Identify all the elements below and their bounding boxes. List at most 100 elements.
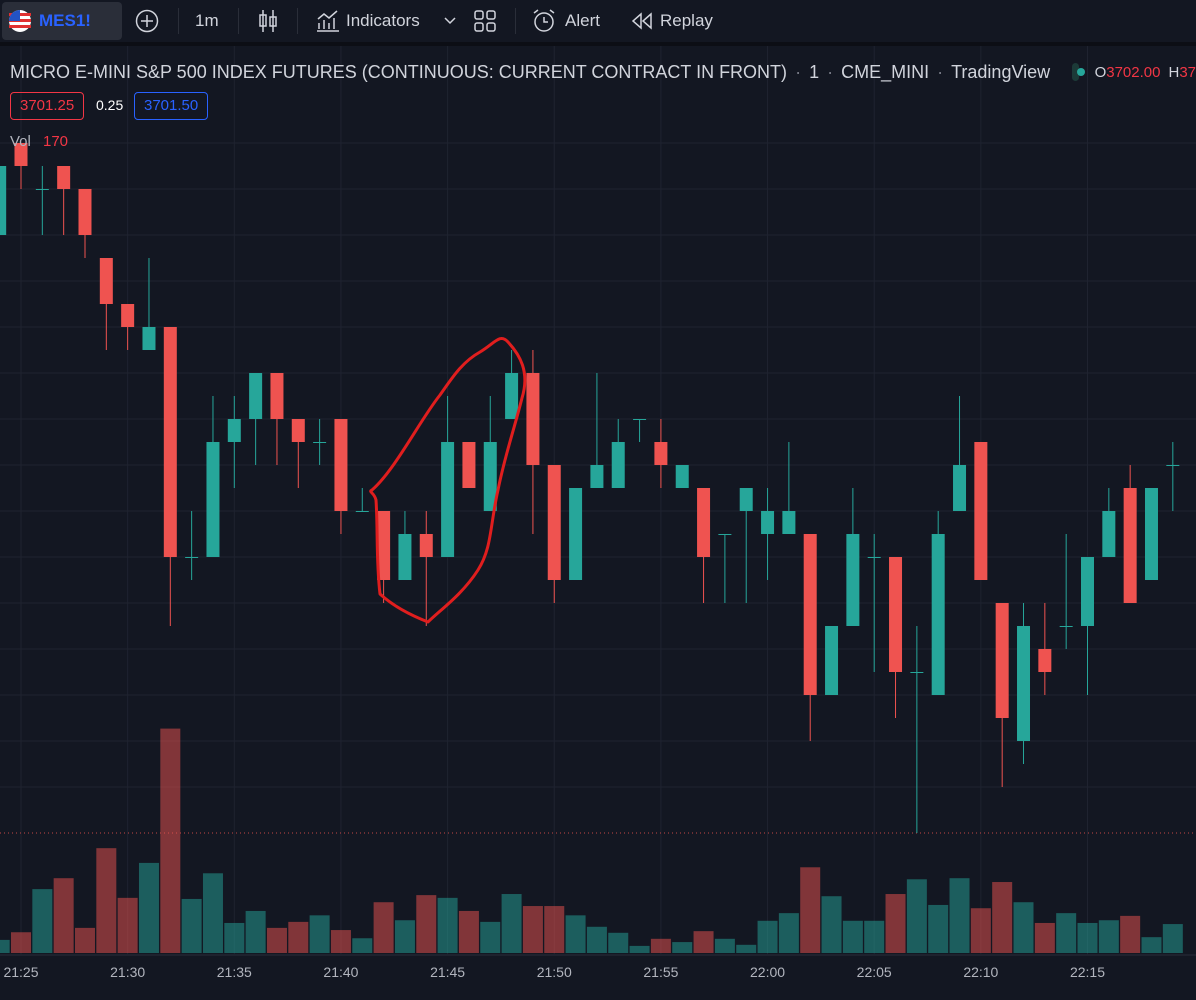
candle-body	[35, 189, 49, 190]
candle-body	[1038, 649, 1052, 672]
x-tick-label: 21:55	[643, 964, 678, 980]
x-tick-label: 21:25	[3, 964, 38, 980]
volume-bar	[224, 922, 245, 953]
replay-icon[interactable]	[630, 11, 654, 31]
candle-body	[14, 143, 28, 166]
candle-body	[611, 442, 625, 488]
buy-price[interactable]: 3701.50	[134, 92, 209, 120]
candle-body	[974, 442, 988, 580]
volume-bar	[11, 932, 31, 953]
symbol[interactable]: MES1!	[39, 11, 91, 30]
volume-bar	[437, 897, 458, 953]
spread: 0.25	[96, 97, 124, 113]
candles	[0, 143, 1180, 833]
volume-bar	[1141, 937, 1162, 953]
volume-value: 170	[43, 133, 69, 150]
high-value: 37	[1179, 63, 1196, 81]
volume-bar	[565, 915, 586, 953]
candle-body	[270, 373, 284, 419]
candle-body	[57, 166, 71, 189]
candle-body	[185, 557, 199, 558]
x-tick-label: 22:05	[857, 964, 892, 980]
market-status[interactable]	[1072, 63, 1086, 81]
legend-line: MICRO E-MINI S&P 500 INDEX FUTURES (CONT…	[10, 60, 1196, 84]
x-tick-label: 21:45	[430, 964, 465, 980]
volume-bar	[885, 894, 906, 953]
high-label: H	[1168, 63, 1180, 81]
layout-icon[interactable]	[474, 10, 496, 32]
volume-bar	[842, 920, 863, 953]
volume-bar	[650, 938, 671, 953]
candle-body	[910, 672, 924, 673]
candle-body	[313, 442, 327, 443]
volume-bar	[586, 926, 607, 953]
replay[interactable]: Replay	[660, 11, 713, 30]
separator-dot: ·	[937, 61, 944, 82]
volume-bar	[1162, 924, 1183, 953]
candle-body	[803, 534, 817, 695]
candle-body	[334, 419, 348, 511]
candle-body	[590, 465, 604, 488]
candle-body	[99, 258, 113, 304]
legend-interval: 1	[809, 61, 820, 82]
candle-body	[419, 534, 433, 557]
chart-type-icon[interactable]	[256, 8, 280, 34]
volume-bar	[672, 942, 693, 953]
volume-bar	[949, 878, 970, 953]
separator	[178, 8, 179, 34]
open-label: O	[1094, 63, 1107, 81]
volume-bar	[352, 938, 373, 953]
interval[interactable]: 1m	[195, 11, 219, 30]
candle-body	[995, 603, 1009, 718]
volume-bar	[245, 910, 266, 953]
alert-icon[interactable]	[531, 8, 557, 34]
candle-body	[121, 304, 135, 327]
sell-price[interactable]: 3701.25	[10, 92, 85, 120]
volume-bar	[53, 878, 74, 953]
candle-body	[78, 189, 92, 235]
volume-bar	[629, 945, 650, 953]
volume-bar	[160, 728, 181, 953]
candle-body	[931, 534, 945, 695]
candle-body	[846, 534, 860, 626]
volume-bar	[864, 920, 885, 953]
volume-label: Vol	[10, 133, 31, 150]
volume-bar	[330, 930, 351, 953]
indicators-icon[interactable]	[315, 9, 341, 33]
candle-body	[782, 511, 796, 534]
volume-bar	[1077, 922, 1098, 953]
volume-bar	[544, 906, 565, 953]
volume-pane	[0, 728, 1183, 953]
volume-bar	[32, 889, 53, 953]
add-symbol-icon[interactable]	[135, 9, 159, 33]
candle-body	[441, 442, 455, 557]
toolbar-border	[0, 42, 1196, 46]
instrument-title: MICRO E-MINI S&P 500 INDEX FUTURES (CONT…	[10, 61, 788, 82]
chevron[interactable]	[443, 15, 457, 27]
flag-icon	[9, 10, 31, 32]
volume-bar	[1013, 902, 1034, 953]
candle-body	[291, 419, 305, 442]
volume-bar	[693, 931, 714, 953]
volume-bar	[800, 867, 821, 953]
alert[interactable]: Alert	[565, 11, 600, 30]
candle-body	[1081, 557, 1094, 626]
volume-bar	[117, 897, 138, 953]
volume-bar	[608, 932, 629, 953]
candle-body	[633, 419, 647, 420]
candle-body	[1059, 626, 1073, 627]
volume-bar	[202, 873, 223, 953]
open-value: 3702.00	[1106, 63, 1161, 81]
volume-bar	[906, 879, 927, 953]
indicators[interactable]: Indicators	[346, 11, 420, 30]
candle-body	[547, 465, 561, 580]
candle-body	[462, 442, 476, 488]
volume-bar	[522, 906, 543, 953]
volume-bar	[928, 904, 949, 953]
candle-body	[761, 511, 775, 534]
separator-dot: ·	[827, 61, 834, 82]
volume-bar	[821, 896, 842, 953]
volume-bar	[138, 862, 159, 953]
volume-bar	[757, 920, 778, 953]
